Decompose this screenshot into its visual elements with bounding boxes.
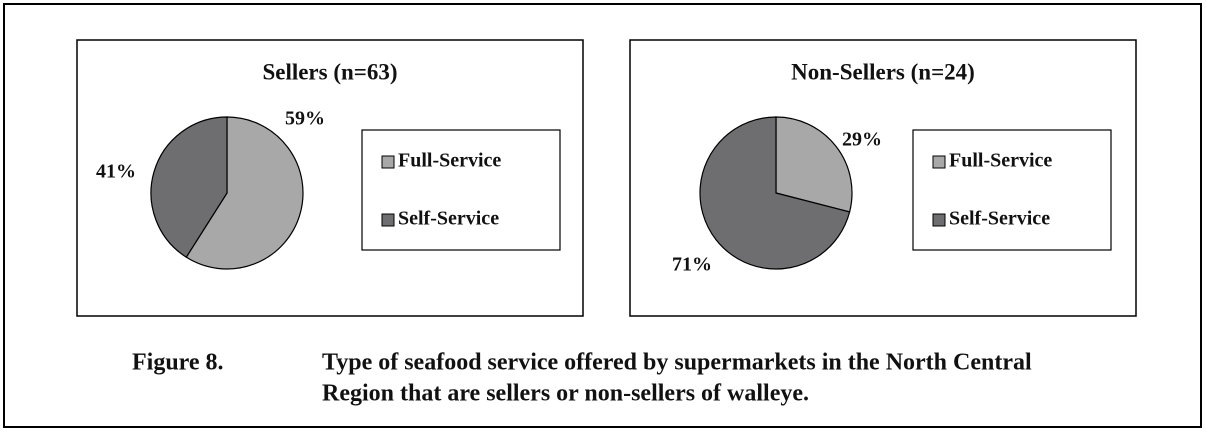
caption-line: Type of seafood service offered by super…	[322, 350, 1032, 376]
chart-title: Sellers (n=63)	[262, 59, 397, 84]
legend-label: Full-Service	[949, 150, 1052, 172]
legend-label: Self-Service	[398, 208, 499, 230]
caption-label: Figure 8.	[132, 350, 224, 376]
pie-slice	[699, 116, 851, 270]
legend-label: Self-Service	[949, 208, 1050, 230]
legend-swatch	[932, 213, 946, 227]
pie-slice	[775, 116, 853, 213]
legend-box	[912, 129, 1112, 251]
chart-title: Non-Sellers (n=24)	[791, 59, 975, 84]
legend-swatch	[932, 155, 946, 169]
data-label: 59%	[285, 108, 325, 130]
data-label: 41%	[96, 161, 136, 183]
data-label: 29%	[842, 129, 882, 151]
legend-swatch	[381, 213, 395, 227]
legend-label: Full-Service	[398, 150, 501, 172]
pie-slice	[185, 116, 304, 270]
pie-slice	[150, 116, 228, 258]
legend-swatch	[381, 155, 395, 169]
legend-box	[361, 129, 561, 251]
data-label: 71%	[672, 254, 712, 276]
caption-line: Region that are sellers or non-sellers o…	[322, 381, 809, 407]
